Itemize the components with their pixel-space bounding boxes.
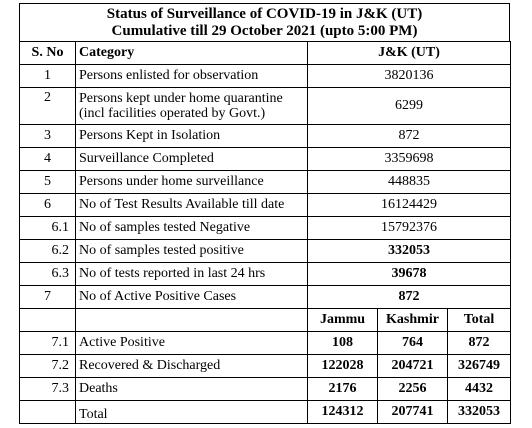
breakdown-header-blank-sno <box>19 308 76 332</box>
row-sno: 6.1 <box>19 216 76 240</box>
header-total: Total <box>446 308 512 332</box>
header-jammu: Jammu <box>307 308 378 332</box>
table-row: 5 Persons under home surveillance 448835 <box>19 170 512 194</box>
breakdown-row: 7.3 Deaths 2176 2256 4432 <box>19 377 512 401</box>
row-sno: 7.1 <box>19 331 76 355</box>
row-value: 872 <box>306 285 512 309</box>
row-category: No of samples tested Negative <box>75 216 308 240</box>
row-kashmir: 204721 <box>377 354 448 378</box>
row-jammu: 108 <box>307 331 378 355</box>
table-row: 6.2 No of samples tested positive 332053 <box>19 239 512 263</box>
row-category: Recovered & Discharged <box>75 354 308 378</box>
row-sno: 7.3 <box>19 377 76 401</box>
table-row: 6.3 No of tests reported in last 24 hrs … <box>19 262 512 286</box>
row-sno: 7 <box>19 285 76 309</box>
row-kashmir: 2256 <box>377 377 448 401</box>
title-line-2: Cumulative till 29 October 2021 (upto 5:… <box>111 23 418 39</box>
table-row: 6 No of Test Results Available till date… <box>19 193 512 217</box>
breakdown-header-blank-category <box>75 308 308 332</box>
row-sno: 4 <box>19 147 76 171</box>
row-value: 448835 <box>306 170 512 194</box>
row-sno: 7.2 <box>19 354 76 378</box>
header-kashmir: Kashmir <box>377 308 448 332</box>
row-category: Persons kept under home quarantine (incl… <box>75 87 308 125</box>
row-sno: 3 <box>19 124 76 148</box>
header-category: Category <box>75 41 308 65</box>
row-category: Active Positive <box>75 331 308 355</box>
table-row: 6.1 No of samples tested Negative 157923… <box>19 216 512 240</box>
breakdown-row: 7.1 Active Positive 108 764 872 <box>19 331 512 355</box>
row-category: Persons Kept in Isolation <box>75 124 308 148</box>
header-jk-ut: J&K (UT) <box>306 41 512 65</box>
table-row: 2 Persons kept under home quarantine (in… <box>19 87 512 125</box>
row-total: 872 <box>446 331 512 355</box>
row-jammu: 124312 <box>307 400 378 424</box>
row-sno <box>19 400 76 424</box>
row-sno: 6 <box>19 193 76 217</box>
row-category: Persons enlisted for observation <box>75 64 308 88</box>
row-sno: 1 <box>19 64 76 88</box>
table-row: 1 Persons enlisted for observation 38201… <box>19 64 512 88</box>
report-title: Status of Surveillance of COVID-19 in J&… <box>19 3 510 41</box>
row-value: 15792376 <box>306 216 512 240</box>
breakdown-header-row: Jammu Kashmir Total <box>19 308 512 332</box>
row-kashmir: 207741 <box>377 400 448 424</box>
row-category: No of Active Positive Cases <box>75 285 308 309</box>
row-value: 3359698 <box>306 147 512 171</box>
row-category: Total <box>75 400 308 424</box>
row-category: Deaths <box>75 377 308 401</box>
header-sno: S. No <box>19 41 76 65</box>
row-value: 6299 <box>306 87 512 125</box>
row-category: Persons under home surveillance <box>75 170 308 194</box>
row-value: 332053 <box>306 239 512 263</box>
row-value: 39678 <box>306 262 512 286</box>
table-header-row: S. No Category J&K (UT) <box>19 41 512 65</box>
row-category: Surveillance Completed <box>75 147 308 171</box>
table-row: 4 Surveillance Completed 3359698 <box>19 147 512 171</box>
breakdown-total-row: Total 124312 207741 332053 <box>19 400 512 424</box>
surveillance-table: S. No Category J&K (UT) 1 Persons enlist… <box>19 41 512 424</box>
row-value: 3820136 <box>306 64 512 88</box>
row-sno: 6.2 <box>19 239 76 263</box>
row-value: 872 <box>306 124 512 148</box>
row-total: 4432 <box>446 377 512 401</box>
row-total: 326749 <box>446 354 512 378</box>
row-category: No of tests reported in last 24 hrs <box>75 262 308 286</box>
row-total: 332053 <box>446 400 512 424</box>
row-jammu: 2176 <box>307 377 378 401</box>
row-kashmir: 764 <box>377 331 448 355</box>
table-row: 3 Persons Kept in Isolation 872 <box>19 124 512 148</box>
row-value: 16124429 <box>306 193 512 217</box>
row-jammu: 122028 <box>307 354 378 378</box>
row-sno: 5 <box>19 170 76 194</box>
row-category: No of samples tested positive <box>75 239 308 263</box>
breakdown-row: 7.2 Recovered & Discharged 122028 204721… <box>19 354 512 378</box>
row-sno: 6.3 <box>19 262 76 286</box>
row-sno: 2 <box>19 87 76 125</box>
table-row: 7 No of Active Positive Cases 872 <box>19 285 512 309</box>
row-category: No of Test Results Available till date <box>75 193 308 217</box>
title-line-1: Status of Surveillance of COVID-19 in J&… <box>106 6 423 22</box>
